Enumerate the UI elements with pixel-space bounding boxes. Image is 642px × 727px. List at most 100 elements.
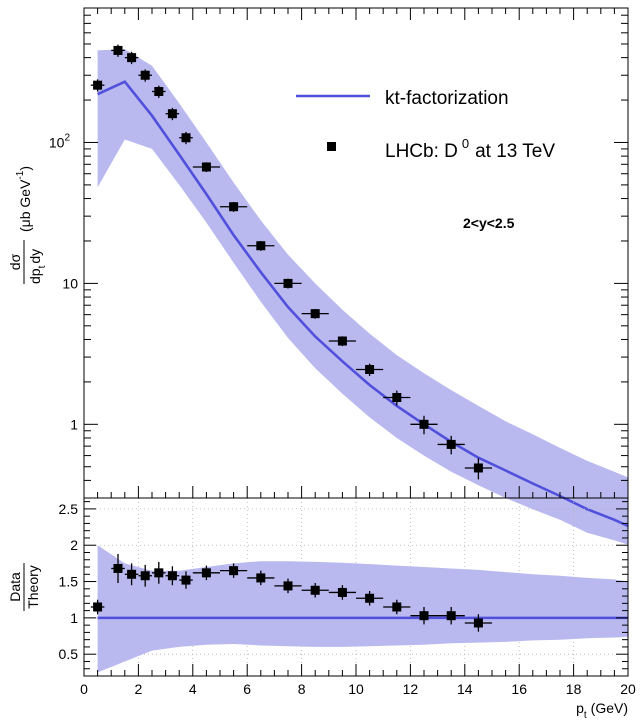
ratio-point [165,566,180,586]
ratio-point [220,563,248,578]
ratio-point [152,561,166,584]
data-point [152,85,166,98]
ratio-marker [365,593,375,603]
data-point [247,241,275,251]
ratio-ticks: 0 2 4 6 8 10 12 14 16 18 20 0.5 1 1.5 2 2.5 [59,501,636,697]
legend-marker-label: LHCb: D 0 at 13 TeV [385,136,555,162]
ratio-point [274,578,302,594]
x-label-sub-t: t [584,710,587,721]
x-tick-label: 4 [189,681,197,697]
data-marker [167,109,177,119]
ratio-y-label-numerator: Data [7,572,23,602]
ratio-marker [446,611,456,621]
x-label-unit: (GeV) [591,700,628,716]
y-label-unit-close: ) [17,166,33,171]
ratio-point [192,565,220,581]
x-tick-label: 14 [457,681,473,697]
legend-marker-label-tail: at 13 TeV [475,141,555,162]
x-tick-label: 20 [620,681,636,697]
ratio-plot-area [90,545,629,673]
data-marker [154,86,164,96]
ratio-point [247,570,275,586]
ratio-y-tick-label: 2.5 [59,501,79,517]
data-marker [419,419,429,429]
ratio-point [356,590,384,606]
data-marker [93,80,103,90]
ratio-marker [127,569,137,579]
data-marker [392,392,402,402]
data-point [90,79,105,92]
legend-line-label: kt-factorization [385,88,509,109]
spectrum-panel: 1 10 102 dσ dptdy (μb GeV-1) kt-factorizat… [7,7,629,545]
ratio-y-tick-label: 1.5 [59,574,79,590]
ratio-marker [201,568,211,578]
ratio-y-tick-label: 1 [70,610,78,626]
ratio-marker [283,581,293,591]
x-tick-label: 6 [243,681,251,697]
y-label-unit-main: (μb GeV [17,179,33,232]
ratio-marker [473,618,483,628]
y-tick-label: 102 [49,132,71,150]
ratio-panel: 0 2 4 6 8 10 12 14 16 18 20 0.5 1 1.5 2 2.5 Data Theory… [7,497,636,721]
ratio-marker [113,563,123,573]
ratio-marker [181,575,191,585]
spectrum-y-label: dσ dptdy (μb GeV-1) [7,166,48,284]
x-tick-label: 16 [511,681,527,697]
ratio-point [328,585,356,600]
ratio-point [410,606,438,625]
ratio-marker [167,571,177,581]
y-label-denominator: dptdy [27,249,48,284]
data-marker [283,278,293,288]
data-marker [365,364,375,374]
x-tick-label: 12 [403,681,419,697]
theory-curve [97,80,629,528]
data-point [165,107,180,121]
rapidity-annotation: 2<y<2.5 [463,215,515,231]
ratio-y-tick-label: 2 [70,537,78,553]
spectrum-plot-area [90,44,629,545]
ratio-marker [140,571,150,581]
ratio-point [90,599,105,615]
data-point [328,336,356,347]
data-point [138,69,152,82]
ratio-point [111,553,125,584]
ratio-marker [256,573,266,583]
data-point [301,308,329,319]
ratio-point [124,563,139,586]
legend-marker-swatch [327,142,336,151]
data-point [124,51,139,65]
ratio-marker [419,611,429,621]
legend-marker-label-sup: 0 [462,136,469,151]
data-marker [473,463,483,473]
ratio-point [138,564,152,587]
ratio-point [383,599,411,615]
spectrum-frame [83,7,629,499]
ratio-y-tick-label: 0.5 [59,646,79,662]
y-label-unit-sup: -1 [15,170,26,179]
y-label-sub-t: t [37,265,48,268]
y-label-dy: dy [27,249,43,264]
spectrum-y-ticks: 1 10 102 [49,7,629,499]
ratio-y-label: Data Theory [7,563,41,611]
data-marker [446,439,456,449]
data-marker [181,133,191,143]
y-label-numerator: dσ [7,253,23,270]
data-point [410,415,438,435]
data-marker [140,70,150,80]
y-tick-label: 1 [70,416,78,432]
x-tick-label: 0 [80,681,88,697]
ratio-marker [229,566,239,576]
x-tick-label: 8 [298,681,306,697]
y-tick-label: 10 [62,275,78,291]
data-point [220,202,248,212]
data-point [274,278,302,289]
ratio-marker [310,585,320,595]
ratio-marker [337,587,347,597]
y-label-dp: dp [27,268,43,284]
data-marker [256,241,266,251]
data-point [192,162,220,173]
data-marker [201,162,211,172]
ratio-point [464,614,492,632]
data-point [437,435,465,455]
